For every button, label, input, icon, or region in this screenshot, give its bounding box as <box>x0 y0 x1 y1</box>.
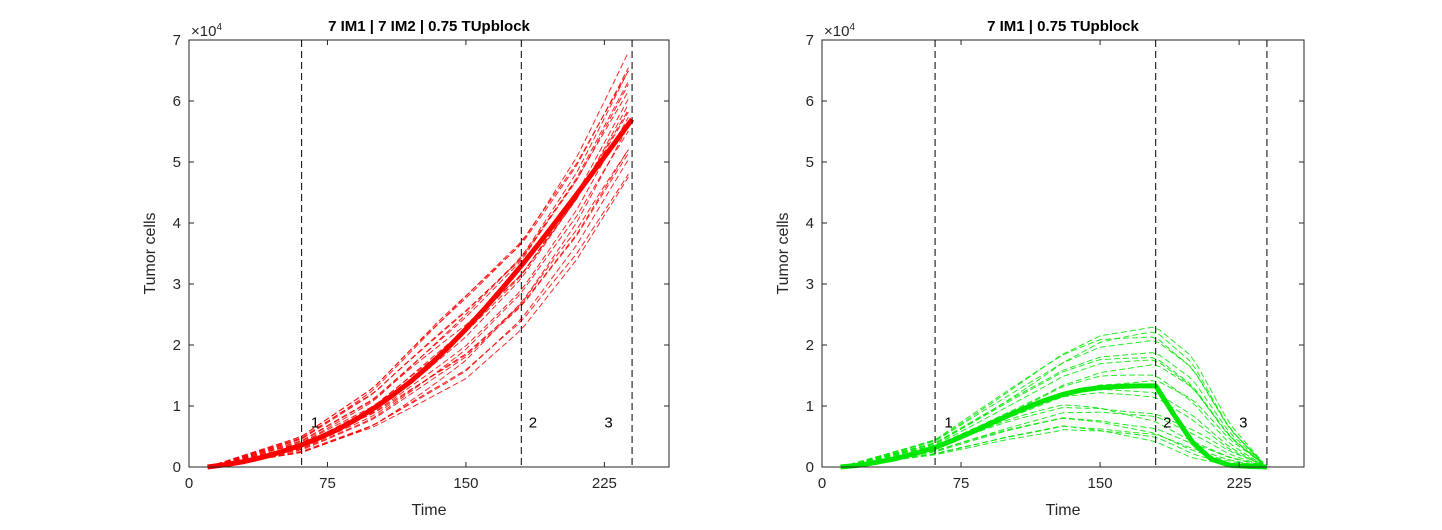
replicate-series-line <box>840 404 1264 468</box>
replicate-series-line <box>207 70 629 468</box>
phase-annotation: 3 <box>1239 414 1247 431</box>
axes-box-right <box>821 39 1305 468</box>
replicate-series-line <box>207 83 629 468</box>
y-exponent-right: ×104 <box>824 22 855 40</box>
y-tick-label: 5 <box>173 154 181 171</box>
replicate-series-line <box>207 159 629 468</box>
replicate-series-line <box>207 90 629 468</box>
replicate-series-line <box>840 326 1264 468</box>
x-axis-label-left: Time <box>412 502 447 519</box>
y-tick-label: 4 <box>173 215 181 232</box>
phase-annotation: 3 <box>604 414 612 431</box>
x-tick-label: 225 <box>1227 475 1252 492</box>
y-tick-label: 0 <box>173 459 181 476</box>
y-tick-label: 1 <box>173 398 181 415</box>
x-tick-label: 0 <box>818 475 826 492</box>
y-tick-label: 0 <box>806 459 814 476</box>
replicate-series-line <box>207 125 629 468</box>
y-ticks-right: 0 1 2 3 4 5 6 7 <box>806 32 1304 476</box>
y-tick-label: 6 <box>806 93 814 110</box>
replicate-series-line <box>207 70 629 468</box>
phase-annotation: 2 <box>529 414 537 431</box>
y-ticks-left: 0 1 2 3 4 5 6 7 <box>173 32 669 476</box>
y-tick-label: 3 <box>806 276 814 293</box>
x-tick-label: 75 <box>953 475 970 492</box>
x-tick-label: 75 <box>319 475 336 492</box>
phase-lines-left <box>301 40 633 467</box>
chart-panel-right: 0 75 150 225 0 1 2 3 4 5 6 7 1 2 3 7 IM1 | 0.75 TUpb… <box>775 18 1305 519</box>
y-tick-label: 2 <box>173 337 181 354</box>
replicate-series-line <box>207 111 629 468</box>
x-tick-label: 0 <box>185 475 193 492</box>
x-tick-label: 150 <box>453 475 478 492</box>
chart-title-right: 7 IM1 | 0.75 TUpblock <box>987 18 1139 35</box>
x-ticks-right: 0 75 150 225 <box>818 40 1252 492</box>
replicate-series-line <box>207 116 629 468</box>
replicate-series-line <box>207 130 629 468</box>
y-tick-label: 6 <box>173 93 181 110</box>
replicate-series-line <box>207 81 629 468</box>
replicate-series-line <box>207 173 629 468</box>
phase-annotation: 1 <box>311 414 319 431</box>
plot-area-right <box>840 326 1267 470</box>
replicate-series-line <box>840 359 1264 468</box>
x-axis-label-right: Time <box>1046 502 1081 519</box>
x-tick-label: 225 <box>592 475 617 492</box>
replicate-series-line <box>207 109 629 468</box>
phase-lines-right <box>934 40 1268 467</box>
plot-area-left <box>207 51 635 470</box>
axes-box-left <box>188 39 670 468</box>
replicate-series-line <box>840 406 1264 468</box>
phase-annotations-left: 1 2 3 <box>311 414 613 431</box>
x-tick-label: 150 <box>1088 475 1113 492</box>
y-tick-label: 7 <box>806 32 814 49</box>
chart-title-left: 7 IM1 | 7 IM2 | 0.75 TUpblock <box>328 18 530 35</box>
phase-annotations-right: 1 2 3 <box>944 414 1247 431</box>
replicate-series-line <box>840 352 1264 468</box>
y-tick-label: 4 <box>806 215 814 232</box>
replicate-series-line <box>840 331 1264 468</box>
phase-annotation: 1 <box>944 414 952 431</box>
replicate-series-line <box>840 425 1264 468</box>
replicate-series-line <box>840 411 1264 468</box>
y-tick-label: 1 <box>806 398 814 415</box>
replicate-series-line <box>207 51 629 468</box>
y-tick-label: 3 <box>173 276 181 293</box>
y-tick-label: 5 <box>806 154 814 171</box>
replicate-series-line <box>207 152 629 468</box>
replicate-series-line <box>840 388 1264 468</box>
y-axis-label-left: Tumor cells <box>142 212 159 294</box>
y-axis-label-right: Tumor cells <box>775 212 792 294</box>
mean-series-line <box>207 117 635 470</box>
y-tick-label: 2 <box>806 337 814 354</box>
mean-series-line <box>840 383 1267 470</box>
x-ticks-left: 0 75 150 225 <box>185 40 617 492</box>
phase-annotation: 2 <box>1163 414 1171 431</box>
replicate-series-line <box>840 374 1264 468</box>
replicate-series-line <box>207 176 629 468</box>
chart-panel-left: 0 75 150 225 0 1 2 3 4 5 6 7 1 2 3 7 IM1 | 7 IM2 | 0… <box>142 18 670 519</box>
replicate-series-line <box>207 98 629 468</box>
replicate-series-line <box>207 149 629 468</box>
replicate-series-line <box>840 392 1264 468</box>
y-exponent-left: ×104 <box>191 22 222 40</box>
y-tick-label: 7 <box>173 32 181 49</box>
replicate-series-line <box>207 103 629 468</box>
